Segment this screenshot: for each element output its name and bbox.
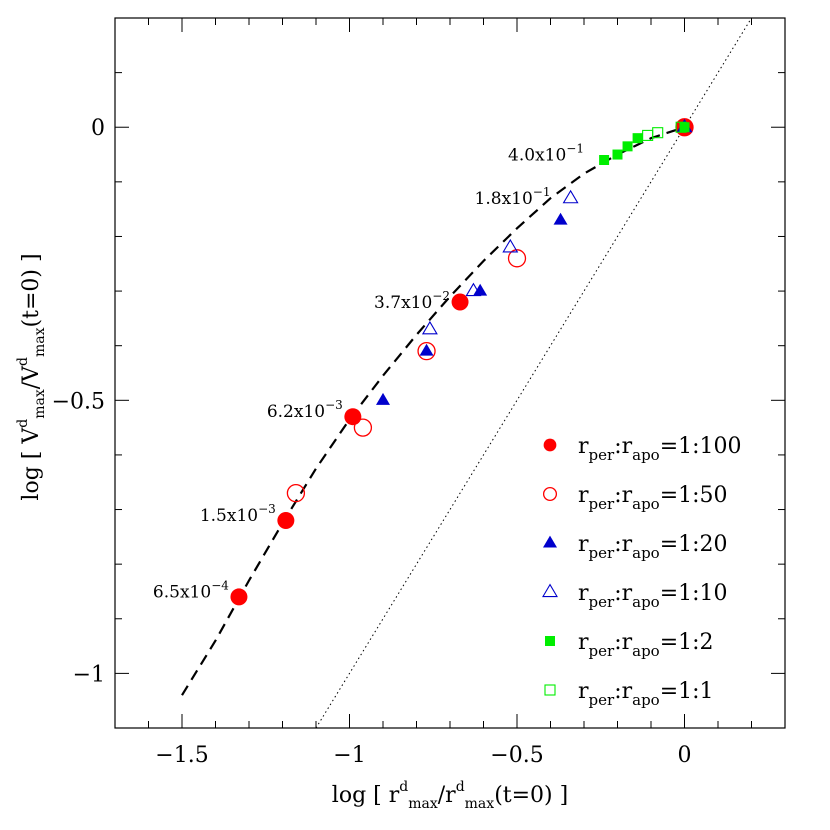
curves-layer (181, 18, 752, 728)
legend: rper:rapo=1:100 rper:rapo=1:50 rper:rapo=1… (542, 434, 742, 709)
data-point (679, 122, 690, 133)
data-point (622, 141, 633, 152)
x-tick-label: −1.5 (155, 743, 208, 768)
points-layer (230, 118, 694, 606)
data-point (230, 588, 248, 606)
data-point (344, 408, 362, 426)
x-axis-title: log [ rdmax/rdmax(t=0) ] (332, 779, 568, 812)
legend-label: rper:rapo=1:100 (578, 434, 742, 464)
data-point (421, 320, 438, 335)
legend-label: rper:rapo=1:2 (578, 630, 714, 660)
data-point (675, 121, 687, 133)
legend-label: rper:rapo=1:20 (578, 532, 728, 562)
legend-marker (544, 684, 556, 696)
value-annotation: 3.7x10−2 (374, 289, 450, 313)
legend-label: rper:rapo=1:1 (578, 679, 714, 709)
y-tick-label: −1 (73, 662, 105, 687)
data-point (562, 189, 579, 204)
fit-curve-dashed (181, 126, 685, 696)
value-annotation: 4.0x10−1 (508, 142, 584, 166)
data-point (465, 282, 482, 297)
data-point (353, 418, 373, 437)
annotations-layer: 4.0x10−1 1.8x10−1 3.7x10−2 6.2x10−3 1.5x10−3… (153, 142, 584, 603)
axis-titles-layer: log [ rdmax/rdmax(t=0) ] log [ Vdmax/Vdma… (15, 253, 568, 812)
legend-marker (545, 636, 555, 646)
series-5 (642, 121, 687, 141)
data-point (417, 342, 436, 361)
data-point (376, 392, 390, 405)
data-point (612, 149, 623, 160)
ticks-layer (114, 17, 786, 729)
y-tick-label: −0.5 (52, 389, 105, 414)
value-annotation: 6.2x10−3 (267, 398, 343, 422)
x-tick-label: 0 (678, 743, 692, 768)
data-point (277, 511, 295, 529)
tick-labels-layer: −1.5 −1 −0.5 0 0 −0.5 −1 (52, 116, 692, 768)
value-annotation: 6.5x10−4 (153, 578, 229, 602)
data-point (286, 484, 306, 503)
legend-label: rper:rapo=1:50 (578, 483, 728, 513)
x-tick-label: −0.5 (490, 743, 543, 768)
y-axis-title: log [ Vdmax/Vdmax(t=0) ] (15, 253, 48, 500)
data-point (553, 212, 568, 225)
data-point (652, 127, 664, 139)
value-annotation: 1.5x10−3 (200, 502, 276, 526)
value-annotation: 1.8x10−1 (475, 185, 551, 209)
data-point (451, 293, 469, 311)
data-point (502, 238, 519, 253)
series-4 (599, 122, 690, 165)
legend-marker (542, 583, 558, 598)
legend-marker (542, 486, 558, 502)
reference-line-dotted (315, 18, 752, 728)
legend-marker (543, 438, 557, 452)
x-tick-label: −1 (333, 743, 365, 768)
legend-marker (543, 535, 557, 548)
legend-label: rper:rapo=1:10 (578, 581, 728, 611)
data-point (419, 343, 434, 356)
y-tick-label: 0 (91, 116, 105, 141)
data-point (507, 249, 527, 268)
data-point (473, 283, 488, 296)
data-point (599, 155, 610, 165)
data-point (632, 133, 643, 144)
